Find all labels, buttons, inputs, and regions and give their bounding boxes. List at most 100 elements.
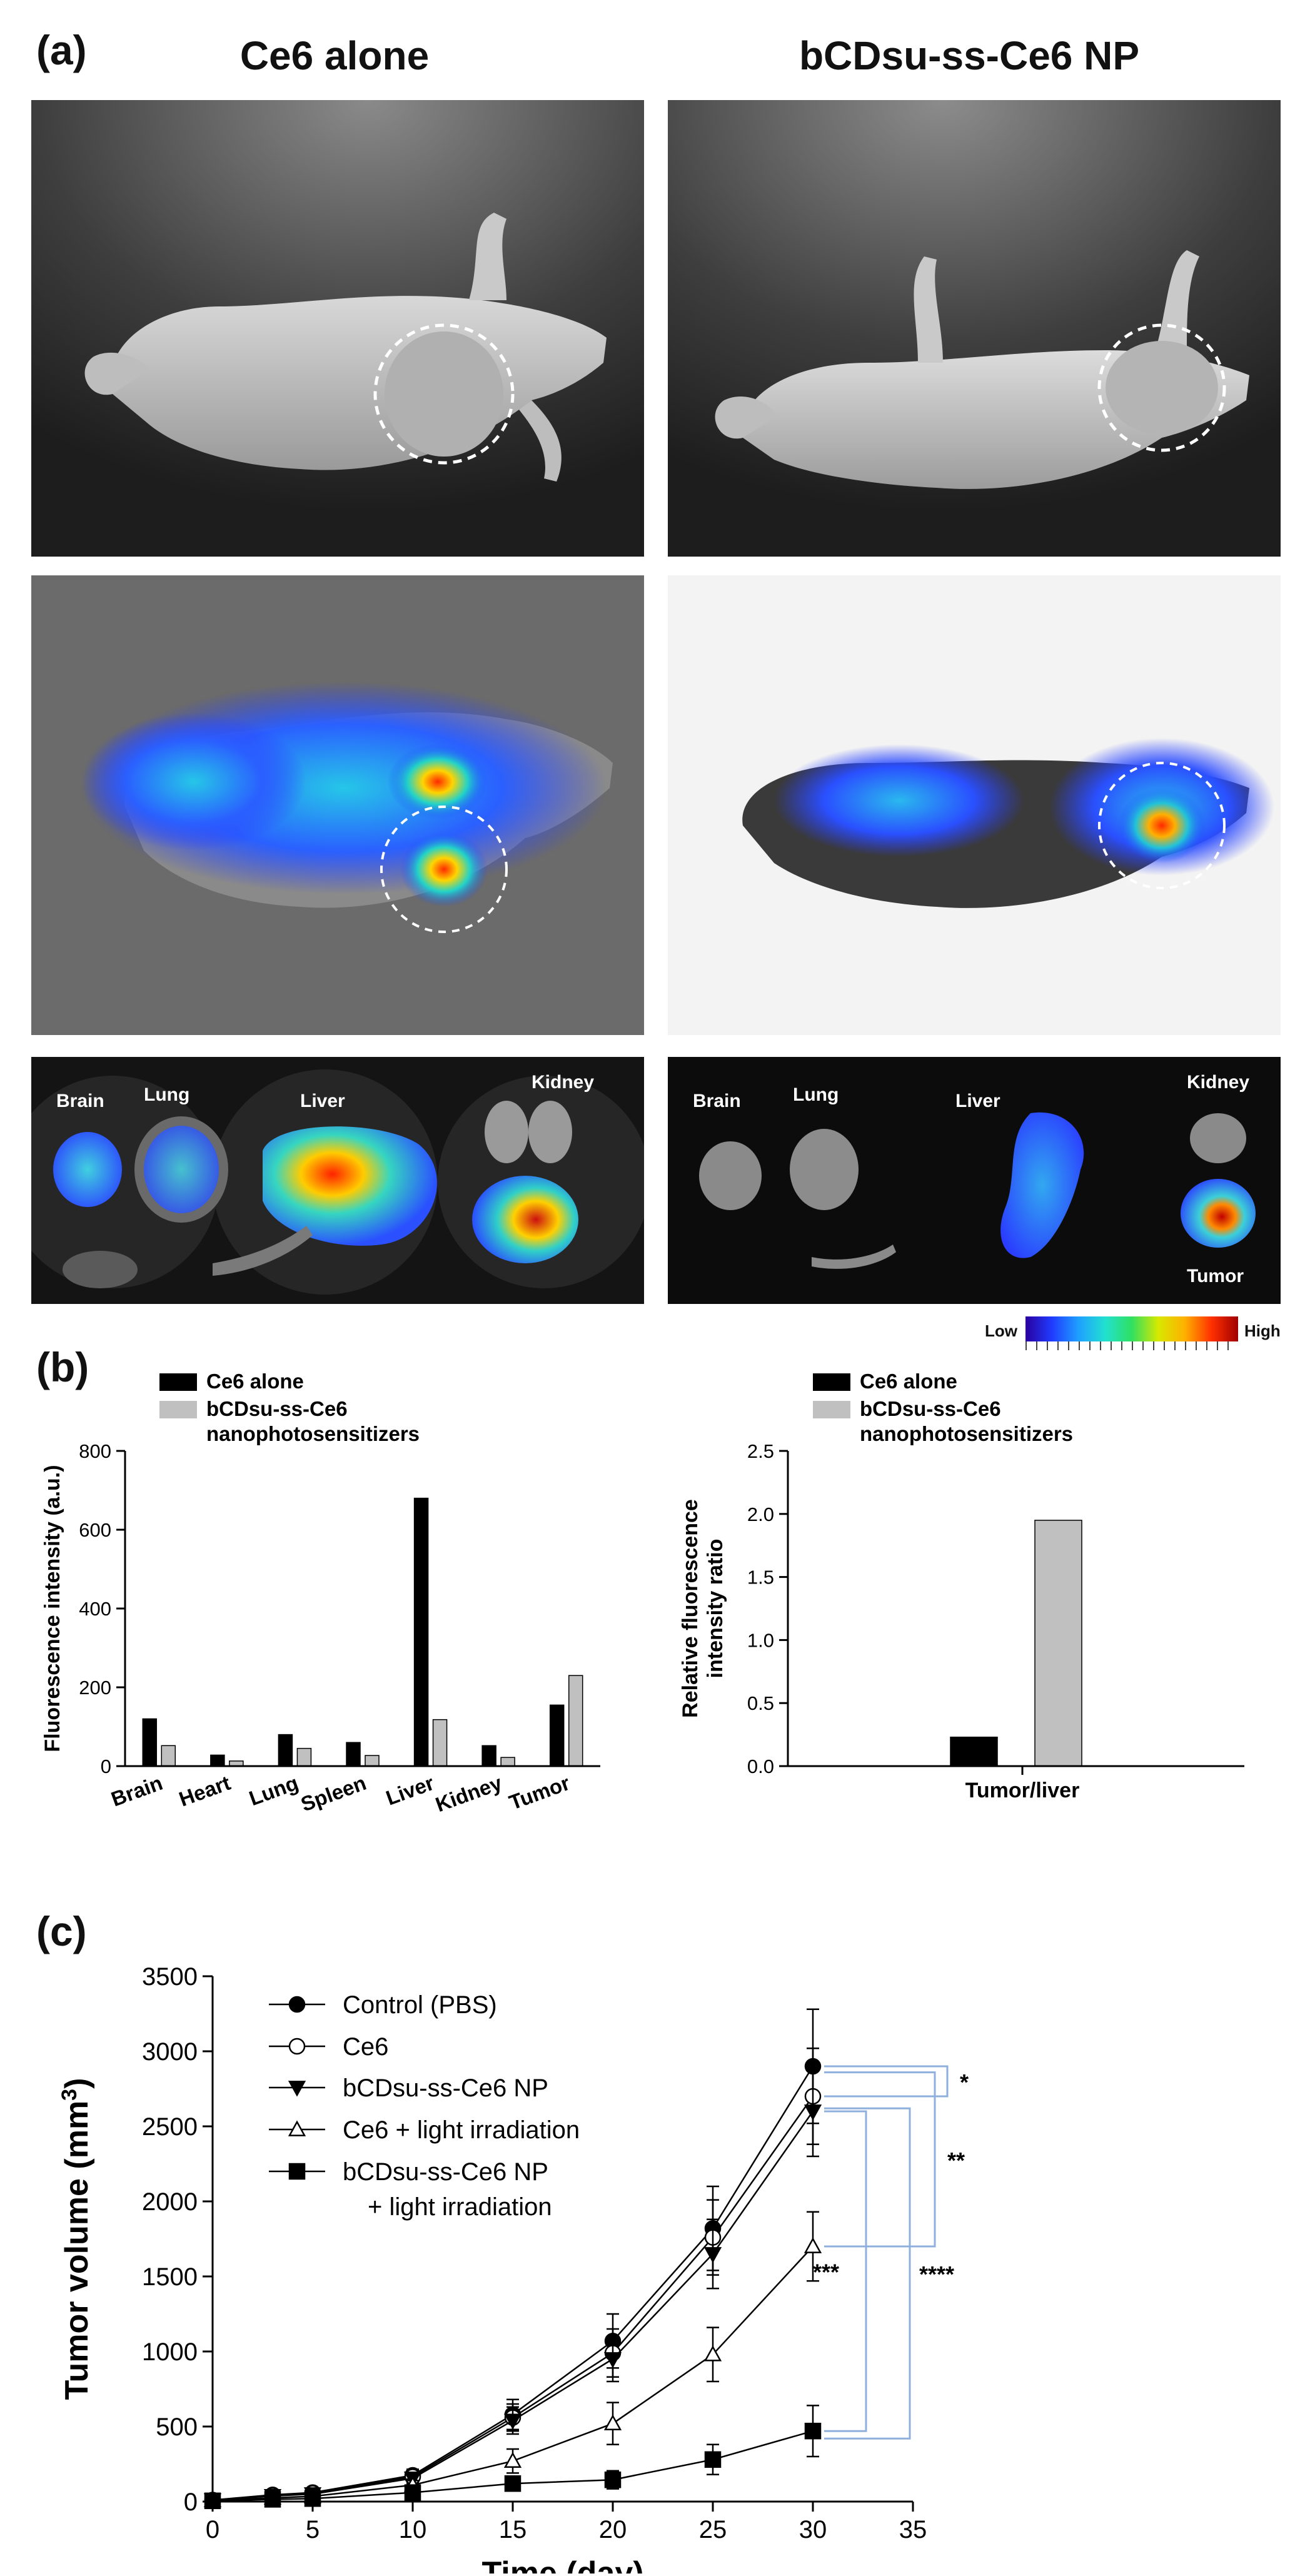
data-point: [404, 2484, 421, 2501]
x-tick-label: Spleen: [298, 1771, 369, 1816]
colorbar-ticks: [1025, 1341, 1238, 1350]
legend-swatch-np: [159, 1401, 197, 1418]
data-point: [603, 2414, 622, 2431]
y-axis-label: Tumor volume (mm3): [58, 2078, 95, 2400]
left-column-title: Ce6 alone: [239, 33, 430, 78]
x-tick-label: Lung: [246, 1771, 301, 1810]
fluorescence-photo-ce6: [31, 575, 644, 1035]
bar-heart-0: [210, 1754, 225, 1767]
organ-photo-np: Brain Lung Liver Kidney Tumor: [668, 1057, 1281, 1304]
colorbar-high-label: High: [1244, 1321, 1281, 1340]
legend-marker: [288, 1996, 306, 2013]
organ-label-lung: Lung: [144, 1084, 189, 1105]
bar-brain-1: [161, 1745, 176, 1767]
x-tick-label: Tumor/liver: [965, 1779, 1080, 1802]
right-column-title: bCDsu-ss-Ce6 NP: [799, 33, 1140, 78]
y-tick-label: 0: [184, 2488, 198, 2516]
brightfield-photo-ce6: [31, 100, 644, 557]
organ-label-kidney-np: Kidney: [1187, 1072, 1249, 1093]
chart-tumor-liver-ratio: 0.0 0.5 1.0 1.5 2.0 2.5 Tumor/liver Relative …: [678, 1370, 1244, 1802]
y-tick-label: 200: [79, 1677, 111, 1699]
significance-label: *: [960, 2069, 969, 2095]
legend-label: Ce6 alone: [860, 1370, 957, 1393]
significance-label: ***: [813, 2260, 839, 2285]
legend-marker: [288, 2163, 306, 2180]
legend-swatch-np: [813, 1401, 850, 1418]
x-tick-label: Tumor: [506, 1771, 573, 1814]
bar-liver-0: [413, 1497, 429, 1767]
organ-label-liver-np: Liver: [955, 1091, 1000, 1111]
y-tick-label: 3000: [142, 2038, 198, 2066]
y-tick-label: 3500: [142, 1963, 198, 1991]
y-tick-label: 2500: [142, 2113, 198, 2141]
bar-kidney-1: [500, 1757, 515, 1767]
y-tick-label: 2000: [142, 2188, 198, 2216]
bar-spleen-1: [365, 1755, 380, 1767]
significance-label: **: [947, 2148, 965, 2173]
chart-tumor-volume: 0 500 1000 1500 2000 2500 3000 3500 0 5 10 15 20 25 3…: [58, 1963, 969, 2573]
y-axis-label: Fluorescence intensity (a.u.): [41, 1465, 64, 1752]
legend-swatch-ce6: [813, 1373, 850, 1391]
y-axis-label-line: Relative fluorescence: [678, 1499, 702, 1718]
legend-label: bCDsu-ss-Ce6: [860, 1397, 1001, 1420]
legend-label: bCDsu-ss-Ce6: [206, 1397, 348, 1420]
x-tick-label: Kidney: [432, 1771, 505, 1817]
significance-bracket: [824, 2071, 936, 2248]
organ-label-kidney: Kidney: [532, 1072, 594, 1093]
y-tick-label: 1.5: [747, 1567, 774, 1589]
y-tick-label: 0.0: [747, 1755, 774, 1777]
data-point: [603, 2352, 622, 2368]
data-point: [504, 2475, 521, 2492]
data-point: [703, 2247, 722, 2263]
bar-ratio-1: [1034, 1520, 1082, 1767]
data-point: [804, 2104, 822, 2121]
x-tick-label: 20: [599, 2516, 627, 2543]
panel-a-letter: (a): [36, 27, 87, 73]
x-tick-label: Heart: [176, 1771, 233, 1811]
bar-brain-0: [142, 1718, 158, 1767]
organ-label-brain: Brain: [56, 1091, 104, 1111]
y-tick-label: 500: [156, 2413, 198, 2441]
significance-label: ****: [919, 2261, 954, 2287]
y-tick-label: 1.0: [747, 1629, 774, 1651]
panel-b-letter: (b): [36, 1344, 89, 1390]
fluorescence-photo-np: [668, 575, 1281, 1035]
x-tick-label: 10: [399, 2516, 427, 2543]
y-axis-label: Relative fluorescence intensity ratio: [678, 1499, 727, 1718]
bar-liver-1: [432, 1719, 448, 1767]
bar-tumor-0: [549, 1704, 565, 1767]
legend-label: + light irradiation: [368, 2193, 552, 2221]
bar-tumor-1: [568, 1675, 583, 1767]
y-tick-label: 1000: [142, 2338, 198, 2366]
organ-photo-ce6: Brain Lung Liver Kidney: [31, 1057, 644, 1304]
legend-label: Ce6 alone: [206, 1370, 304, 1393]
data-point: [503, 2413, 522, 2430]
y-tick-label: 0.5: [747, 1692, 774, 1714]
y-tick-label: 0: [101, 1755, 111, 1777]
bar-ratio-0: [950, 1736, 998, 1767]
organ-label-lung-np: Lung: [793, 1084, 839, 1105]
legend-label: nanophotosensitizers: [860, 1422, 1073, 1445]
legend-label: Control (PBS): [343, 1991, 497, 2019]
x-tick-label: 0: [206, 2516, 219, 2543]
colorbar-low-label: Low: [985, 1321, 1017, 1340]
legend-marker: [288, 2120, 306, 2136]
x-axis-label: Time (day): [481, 2555, 643, 2573]
data-point: [704, 2451, 722, 2468]
data-point: [804, 2422, 822, 2440]
legend-swatch-ce6: [159, 1373, 197, 1391]
legend-label: bCDsu-ss-Ce6 NP: [343, 2158, 548, 2186]
bar-spleen-0: [346, 1742, 361, 1767]
series-line: [212, 2096, 814, 2501]
colorbar: [1025, 1316, 1238, 1341]
significance-bracket: [824, 2110, 867, 2432]
data-point: [804, 2237, 822, 2253]
organ-label-brain-np: Brain: [693, 1091, 741, 1111]
bar-lung-1: [296, 1747, 312, 1767]
data-point: [503, 2452, 522, 2468]
significance-bracket: [824, 2107, 911, 2440]
data-point: [604, 2471, 622, 2488]
bar-lung-0: [278, 1734, 293, 1767]
series-3: [203, 2211, 822, 2507]
